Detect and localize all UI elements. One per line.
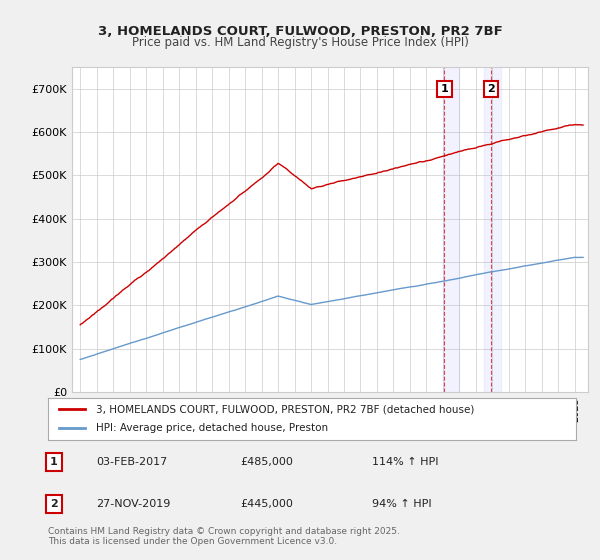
Text: HPI: Average price, detached house, Preston: HPI: Average price, detached house, Pres… [95, 423, 328, 433]
Text: £485,000: £485,000 [240, 457, 293, 467]
Text: 94% ↑ HPI: 94% ↑ HPI [372, 499, 431, 509]
Text: Price paid vs. HM Land Registry's House Price Index (HPI): Price paid vs. HM Land Registry's House … [131, 36, 469, 49]
Text: 1: 1 [440, 84, 448, 94]
Text: £445,000: £445,000 [240, 499, 293, 509]
Text: 2: 2 [50, 499, 58, 509]
Text: 03-FEB-2017: 03-FEB-2017 [96, 457, 167, 467]
Text: 1: 1 [50, 457, 58, 467]
Text: 2: 2 [487, 84, 495, 94]
Bar [484, 67, 500, 392]
Text: 27-NOV-2019: 27-NOV-2019 [96, 499, 170, 509]
Text: 3, HOMELANDS COURT, FULWOOD, PRESTON, PR2 7BF: 3, HOMELANDS COURT, FULWOOD, PRESTON, PR… [98, 25, 502, 38]
Text: Contains HM Land Registry data © Crown copyright and database right 2025.
This d: Contains HM Land Registry data © Crown c… [48, 526, 400, 546]
Text: 3, HOMELANDS COURT, FULWOOD, PRESTON, PR2 7BF (detached house): 3, HOMELANDS COURT, FULWOOD, PRESTON, PR… [95, 404, 474, 414]
Bar [443, 67, 460, 392]
Text: 114% ↑ HPI: 114% ↑ HPI [372, 457, 439, 467]
